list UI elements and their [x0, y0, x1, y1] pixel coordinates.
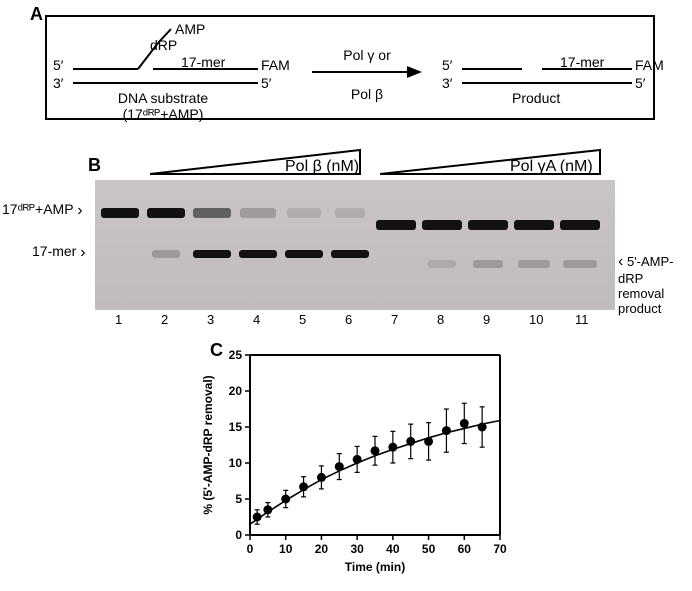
gel-band: [239, 250, 277, 258]
drp-label: dRP: [150, 37, 177, 53]
svg-text:25: 25: [229, 348, 243, 362]
lane-number: 9: [483, 312, 490, 327]
lane-number: 7: [391, 312, 398, 327]
gel-band: [560, 220, 600, 230]
gel-band: [422, 220, 462, 230]
fam-five-right: 5′: [635, 75, 645, 91]
gel-band: [518, 260, 550, 268]
upper-band-label: 17ᵈᴿᴾ+AMP ›: [2, 201, 83, 219]
panel-b-label: B: [88, 155, 101, 176]
gel-band: [101, 208, 139, 218]
panel-a-box: 5′ 3′ AMP dRP 17-mer FAM 5′ DNA substrat…: [45, 15, 655, 120]
fam-five-left: 5′: [261, 75, 271, 91]
gel-band: [193, 250, 231, 258]
gel-image: [95, 180, 615, 310]
fam-right: FAM: [635, 57, 664, 73]
substrate-schematic: 5′ 3′ AMP dRP 17-mer FAM 5′ DNA substrat…: [53, 25, 278, 117]
gel-band: [331, 250, 369, 258]
right-side-label-l1: 5'-AMP-dRP: [618, 254, 674, 286]
substrate-caption-l1: DNA substrate: [73, 90, 253, 106]
pol-beta-label: Pol β (nM): [285, 158, 359, 176]
amp-label: AMP: [175, 21, 205, 37]
svg-text:70: 70: [493, 542, 507, 556]
lane-number: 8: [437, 312, 444, 327]
reaction-arrow: [307, 63, 427, 81]
svg-text:15: 15: [229, 420, 243, 434]
lane-number: 6: [345, 312, 352, 327]
lane-number: 3: [207, 312, 214, 327]
substrate-caption: DNA substrate (17ᵈᴿᴾ+AMP): [73, 90, 253, 122]
lower-band-label-text: 17-mer: [32, 243, 76, 259]
gel-band: [563, 260, 597, 268]
reaction-arrow-block: Pol γ or Pol β: [307, 47, 427, 107]
gel-band: [428, 260, 456, 268]
panel-c-chart: 0 10 20 30 40 50 60 70 0 5 10 15 20 25 Time (min) % (5'…: [195, 345, 525, 575]
gel-band: [193, 208, 231, 218]
gel-band: [285, 250, 323, 258]
enzyme-line1: Pol γ or: [307, 47, 427, 63]
svg-text:0: 0: [235, 528, 242, 542]
svg-text:20: 20: [315, 542, 329, 556]
svg-text:20: 20: [229, 384, 243, 398]
gel-band: [335, 208, 365, 218]
caret-left-icon: ‹: [618, 253, 623, 270]
svg-text:0: 0: [247, 542, 254, 556]
gel-band: [152, 250, 180, 258]
svg-text:5: 5: [235, 492, 242, 506]
svg-text:10: 10: [279, 542, 293, 556]
seventeen-mer-right: 17-mer: [560, 54, 604, 70]
lane-number: 2: [161, 312, 168, 327]
enzyme-line2: Pol β: [307, 86, 427, 102]
gel-band: [514, 220, 554, 230]
seventeen-mer-left: 17-mer: [181, 54, 225, 70]
gel-band: [147, 208, 185, 218]
svg-text:50: 50: [422, 542, 436, 556]
right-side-label-l2: removal product: [618, 286, 664, 316]
upper-band-label-text: 17ᵈᴿᴾ+AMP: [2, 201, 73, 217]
fam-left: FAM: [261, 57, 290, 73]
caret-icon: ›: [77, 202, 82, 219]
gel-band: [468, 220, 508, 230]
gel-band: [240, 208, 276, 218]
product-caption: Product: [512, 90, 560, 106]
svg-text:% (5'-AMP-dRP removal): % (5'-AMP-dRP removal): [201, 375, 215, 514]
lane-number: 4: [253, 312, 260, 327]
gel-band: [287, 208, 321, 218]
product-schematic: 5′ 3′ 17-mer FAM 5′ Product: [442, 25, 652, 117]
lane-number: 5: [299, 312, 306, 327]
caret-icon: ›: [80, 244, 85, 261]
svg-text:30: 30: [350, 542, 364, 556]
svg-text:10: 10: [229, 456, 243, 470]
gel-band: [473, 260, 503, 268]
svg-text:Time (min): Time (min): [345, 560, 405, 574]
pol-gamma-label: Pol γA (nM): [510, 158, 593, 176]
svg-text:40: 40: [386, 542, 400, 556]
lane-number: 1: [115, 312, 122, 327]
lower-band-label: 17-mer ›: [32, 243, 86, 261]
svg-text:60: 60: [458, 542, 472, 556]
panel-a-label: A: [30, 4, 43, 25]
lane-number: 10: [529, 312, 543, 327]
right-side-label: ‹ 5'-AMP-dRP removal product: [618, 253, 692, 316]
gel-band: [376, 220, 416, 230]
substrate-caption-l2: (17ᵈᴿᴾ+AMP): [73, 106, 253, 122]
chart-svg: 0 10 20 30 40 50 60 70 0 5 10 15 20 25 Time (min) % (5'…: [195, 345, 525, 575]
lane-number: 11: [575, 312, 589, 327]
